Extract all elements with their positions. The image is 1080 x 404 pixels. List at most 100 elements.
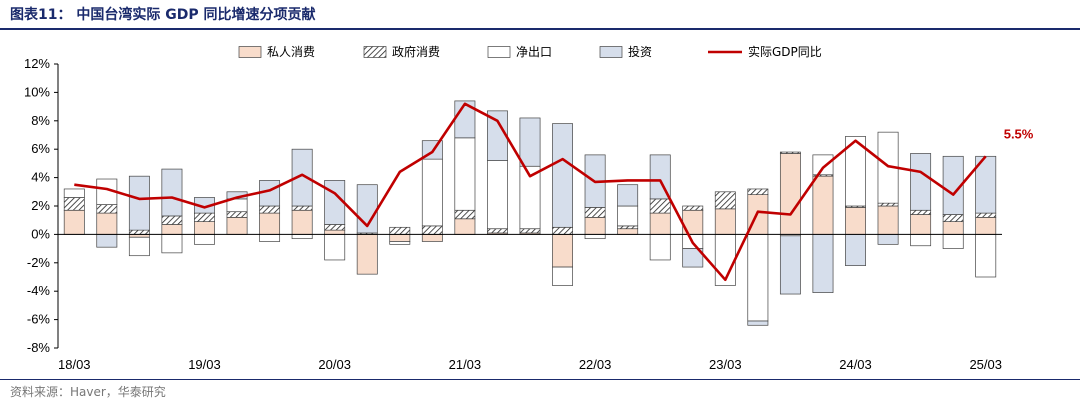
net-exports-bar	[812, 154, 834, 176]
private-consumption-bar	[389, 234, 411, 242]
net-exports-bar	[747, 234, 769, 322]
y-tick-label: -8%	[27, 340, 51, 355]
private-consumption-bar	[552, 234, 573, 268]
investment-bar	[877, 234, 899, 245]
net-exports-bar	[454, 137, 476, 211]
private-consumption-bar	[584, 217, 606, 235]
investment-bar	[519, 117, 541, 167]
gov-consumption-bar	[877, 202, 899, 207]
investment-bar	[552, 123, 573, 228]
chart: 私人消费 政府消费 净出口 投资 实际GDP同比 -8% -6% -4% -2% 0% 2% 4% 6…	[24, 44, 1034, 372]
x-tick-label: 24/03	[839, 357, 872, 372]
legend-netexp-label: 净出口	[516, 45, 552, 59]
gov-consumption-bar	[291, 205, 313, 211]
y-axis: -8% -6% -4% -2% 0% 2% 4% 6% 8% 10% 12%	[24, 56, 59, 355]
y-tick-label: -6%	[27, 312, 51, 327]
gov-consumption-bar	[552, 226, 573, 235]
legend-invest-label: 投资	[628, 44, 652, 59]
gov-consumption-bar	[324, 224, 346, 231]
net-exports-bar	[194, 234, 215, 245]
gov-consumption-bar	[421, 225, 443, 235]
net-exports-bar	[975, 234, 997, 278]
private-consumption-bar	[324, 229, 346, 235]
investment-bar	[291, 148, 313, 207]
net-exports-bar	[552, 266, 573, 286]
private-consumption-bar	[226, 217, 248, 235]
net-exports-bar	[584, 234, 606, 240]
net-exports-bar	[421, 158, 443, 227]
gov-consumption-bar	[128, 229, 150, 235]
private-consumption-bar	[942, 221, 964, 235]
private-consumption-bar	[617, 228, 639, 235]
gov-consumption-bar	[96, 204, 118, 214]
net-exports-bar	[128, 236, 150, 257]
investment-bar	[324, 180, 346, 225]
net-exports-bar	[617, 205, 639, 227]
x-tick-label: 20/03	[318, 357, 351, 372]
legend: 私人消费 政府消费 净出口 投资 实际GDP同比	[238, 44, 822, 59]
source-note: 资料来源：Haver，华泰研究	[10, 385, 166, 399]
legend-invest-swatch	[599, 46, 623, 58]
legend-gov-swatch	[363, 46, 387, 58]
private-consumption-bar	[779, 153, 801, 235]
private-consumption-bar	[291, 209, 313, 235]
private-consumption-bar	[161, 224, 183, 235]
private-consumption-bar	[421, 234, 443, 242]
net-exports-bar	[389, 241, 411, 245]
y-tick-label: 6%	[31, 141, 50, 156]
gov-consumption-bar	[454, 209, 476, 220]
y-tick-label: 2%	[31, 198, 50, 213]
x-tick-label: 19/03	[188, 357, 221, 372]
private-consumption-bar	[259, 212, 281, 235]
gov-consumption-bar	[747, 188, 769, 195]
gov-consumption-bar	[161, 215, 183, 225]
gov-consumption-bar	[259, 205, 281, 214]
gov-consumption-bar	[682, 205, 704, 211]
gov-consumption-bar	[910, 209, 932, 215]
private-consumption-bar	[910, 214, 932, 235]
gov-consumption-bar	[194, 212, 215, 222]
investment-bar	[617, 184, 639, 207]
bottom-rule	[0, 379, 1080, 380]
gdp-line	[74, 102, 987, 282]
investment-bar	[161, 168, 183, 217]
private-consumption-bar	[649, 212, 671, 235]
investment-bar	[96, 234, 118, 248]
gov-consumption-bar	[584, 207, 606, 218]
y-tick-label: 10%	[24, 84, 50, 99]
private-consumption-bar	[812, 175, 834, 235]
net-exports-bar	[487, 160, 508, 230]
gov-consumption-bar	[617, 225, 639, 230]
x-tick-label: 18/03	[58, 357, 91, 372]
investment-bar	[910, 153, 932, 211]
net-exports-bar	[291, 234, 313, 240]
net-exports-bar	[324, 234, 346, 261]
gov-consumption-bar	[779, 151, 801, 154]
legend-gdp-label: 实际GDP同比	[748, 44, 822, 59]
gov-consumption-bar	[649, 198, 671, 214]
legend-private-label: 私人消费	[267, 45, 315, 59]
legend-gov-label: 政府消费	[392, 44, 440, 59]
y-tick-label: -4%	[27, 283, 51, 298]
gov-consumption-bar	[714, 191, 736, 210]
y-tick-label: 0%	[31, 226, 50, 241]
figure-title: 图表11： 中国台湾实际 GDP 同比增速分项贡献	[10, 7, 316, 23]
net-exports-bar	[649, 234, 671, 261]
x-tick-label: 22/03	[579, 357, 612, 372]
net-exports-bar	[259, 234, 281, 242]
y-tick-label: 4%	[31, 170, 50, 185]
net-exports-bar	[63, 188, 85, 198]
net-exports-bar	[161, 234, 183, 254]
bars	[63, 100, 997, 326]
private-consumption-bar	[63, 209, 85, 235]
investment-bar	[845, 234, 866, 266]
private-consumption-bar	[356, 234, 378, 275]
y-tick-label: 12%	[24, 56, 50, 71]
title-rule	[0, 28, 1080, 30]
gov-consumption-bar	[389, 226, 411, 235]
annotations: 5.5%	[1004, 126, 1034, 141]
gov-consumption-bar	[975, 212, 997, 218]
private-consumption-bar	[975, 217, 997, 235]
net-exports-bar	[910, 234, 932, 247]
gov-consumption-bar	[519, 228, 541, 234]
